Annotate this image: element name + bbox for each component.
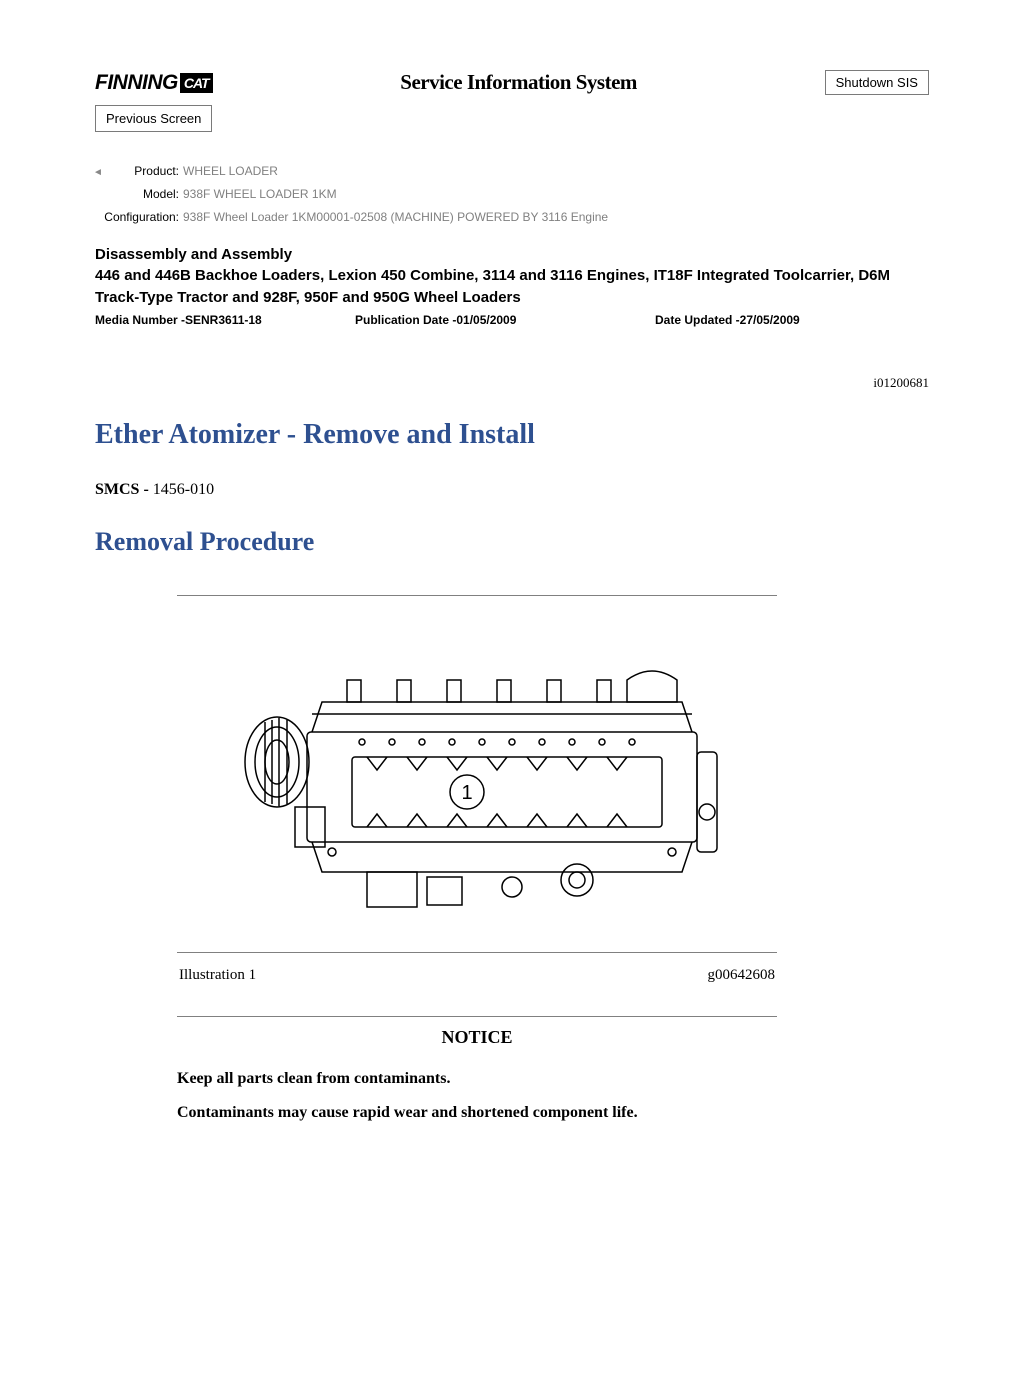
section-heading: Disassembly and Assembly <box>95 246 929 263</box>
model-label: Model: <box>95 183 183 206</box>
logo-badge: CAT <box>180 73 213 93</box>
smcs-code: SMCS - 1456-010 <box>95 481 929 499</box>
notice-line-1: Keep all parts clean from contaminants. <box>177 1068 777 1090</box>
illustration-ref: g00642608 <box>708 967 776 984</box>
shutdown-button[interactable]: Shutdown SIS <box>825 70 929 95</box>
engine-diagram: 1 <box>217 612 737 942</box>
brand-logo: FINNING CAT <box>95 71 213 95</box>
illustration-block: 1 Illustration 1 g00642608 <box>177 595 777 984</box>
config-label: Configuration: <box>95 206 183 229</box>
procedure-heading: Removal Procedure <box>95 527 929 557</box>
model-value: 938F WHEEL LOADER 1KM <box>183 183 337 206</box>
product-label: ◄ Product: <box>95 160 183 183</box>
notice-title: NOTICE <box>177 1027 777 1048</box>
page-title: Ether Atomizer - Remove and Install <box>95 419 929 451</box>
divider <box>177 952 777 953</box>
previous-screen-button[interactable]: Previous Screen <box>95 105 212 132</box>
back-arrow-icon[interactable]: ◄ <box>93 163 103 182</box>
notice-block: NOTICE Keep all parts clean from contami… <box>177 1016 777 1125</box>
media-number: Media Number -SENR3611-18 <box>95 313 355 327</box>
product-meta: ◄ Product: WHEEL LOADER Model: 938F WHEE… <box>95 160 929 228</box>
product-value: WHEEL LOADER <box>183 160 278 183</box>
sis-title: Service Information System <box>400 70 637 95</box>
divider <box>177 1016 777 1017</box>
publication-date: Publication Date -01/05/2009 <box>355 313 655 327</box>
divider <box>177 595 777 596</box>
date-updated: Date Updated -27/05/2009 <box>655 313 929 327</box>
notice-line-2: Contaminants may cause rapid wear and sh… <box>177 1102 777 1124</box>
config-value: 938F Wheel Loader 1KM00001-02508 (MACHIN… <box>183 206 608 229</box>
document-id: i01200681 <box>95 375 929 391</box>
callout-number: 1 <box>461 782 472 804</box>
logo-text: FINNING <box>95 71 178 95</box>
section-subheading: 446 and 446B Backhoe Loaders, Lexion 450… <box>95 265 929 309</box>
illustration-label: Illustration 1 <box>179 967 256 984</box>
